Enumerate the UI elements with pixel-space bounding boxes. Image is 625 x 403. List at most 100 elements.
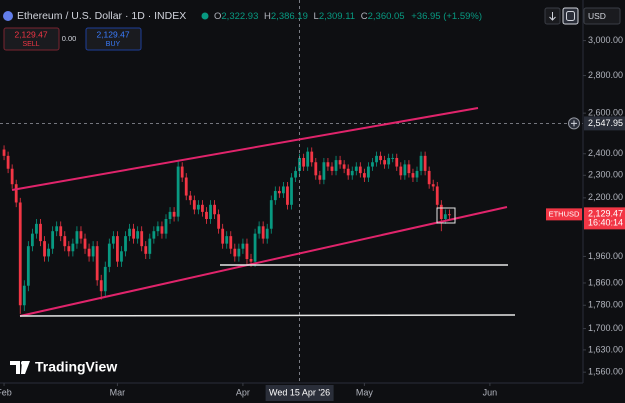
candle-body — [237, 248, 241, 257]
candle-body — [51, 231, 55, 249]
last-price-box — [584, 207, 625, 230]
candle-body — [87, 248, 91, 257]
candle-body — [427, 170, 431, 185]
buy-button[interactable] — [85, 27, 142, 51]
refresh-button[interactable] — [562, 7, 579, 25]
candle-body — [273, 190, 277, 201]
candle-body — [387, 157, 391, 165]
candle-body — [10, 168, 14, 185]
candle-body — [371, 162, 374, 167]
x-tick-label: Apr — [236, 387, 250, 397]
sell-price: 2,129.47 — [14, 29, 47, 39]
candle-body — [286, 186, 289, 205]
candle-body — [140, 231, 144, 247]
sell-button[interactable] — [3, 27, 60, 51]
candle-body — [75, 231, 79, 244]
y-tick-label: 2,200.00 — [588, 192, 623, 202]
candle-body — [26, 246, 30, 286]
candle-body — [330, 166, 334, 171]
y-tick-label: 1,780.00 — [588, 300, 623, 310]
candle-body — [160, 226, 164, 234]
candle-body — [156, 226, 160, 232]
candle-body — [91, 246, 95, 257]
candle-body — [379, 155, 382, 161]
candle-body — [43, 241, 46, 257]
last-price-symbol: ETHUSD — [549, 209, 580, 218]
candle-body — [354, 166, 358, 171]
channel-upper — [11, 107, 479, 191]
candle-body — [18, 202, 22, 306]
candle-body — [55, 226, 59, 232]
candle-body — [205, 211, 208, 220]
candle-body — [83, 238, 87, 249]
candle-body — [269, 200, 273, 229]
candle-body — [423, 155, 427, 171]
candle-body — [358, 166, 362, 174]
x-tick-label: May — [356, 387, 374, 397]
spread: 0.00 — [62, 34, 77, 43]
y-tick-label: 2,300.00 — [588, 170, 623, 180]
y-tick-label: 1,700.00 — [588, 323, 623, 333]
candle-body — [342, 164, 346, 169]
candle-body — [367, 166, 370, 178]
candle-body — [95, 246, 99, 281]
candle-body — [35, 223, 38, 234]
sell-label: SELL — [22, 41, 39, 48]
candle-body — [334, 160, 338, 171]
candle-body — [209, 204, 212, 220]
ohlc-key: L — [314, 11, 319, 22]
currency-select[interactable] — [583, 7, 621, 25]
candle-body — [14, 184, 18, 203]
candle-body — [59, 226, 63, 237]
candle-body — [435, 186, 439, 205]
ohlc-value: 2,309.11 — [319, 11, 355, 22]
candle-body — [39, 223, 42, 242]
candle-body — [261, 226, 265, 239]
y-tick-label: 1,860.00 — [588, 277, 623, 287]
candle-body — [257, 226, 261, 234]
candle-body — [144, 246, 148, 254]
candle-body — [229, 236, 233, 249]
candle-body — [375, 155, 378, 163]
crosshair-price: 2,547.95 — [588, 118, 623, 128]
currency: USD — [588, 11, 606, 21]
candle-body — [184, 177, 188, 196]
candle-body — [67, 246, 71, 252]
candle-body — [407, 164, 411, 174]
ohlc: O2,322.93 H2,386.19 L2,309.11 C2,360.05 … — [214, 11, 482, 22]
candle-body — [253, 233, 257, 262]
candle-body — [306, 151, 310, 167]
candle-body — [415, 170, 419, 178]
candle-body — [443, 214, 447, 220]
candle-body — [107, 243, 111, 267]
x-tick-label: Feb — [0, 387, 12, 397]
change: +36.95 (+1.59%) — [411, 11, 482, 22]
y-tick-label: 1,560.00 — [588, 367, 623, 377]
market-status — [201, 12, 209, 20]
y-tick-label: 2,400.00 — [588, 148, 623, 158]
ohlc-key: C — [361, 11, 368, 22]
y-tick-label: 2,600.00 — [588, 108, 623, 118]
channel-lower — [19, 206, 508, 317]
candle-body — [103, 266, 107, 292]
candle-body — [403, 164, 407, 176]
candle-body — [225, 236, 229, 244]
candle-body — [99, 280, 103, 292]
logo-dot — [21, 361, 25, 365]
logo-icon — [10, 361, 30, 374]
symbol-icon — [3, 11, 13, 21]
candle-body — [290, 177, 293, 205]
support-line — [19, 314, 516, 317]
candle-body — [192, 200, 196, 210]
ohlc-value: 2,360.05 — [368, 11, 405, 22]
ohlc-value: 2,386.19 — [271, 11, 308, 22]
candle-body — [277, 190, 281, 194]
ohlc-value: 2,322.93 — [221, 11, 258, 22]
candle-body — [241, 243, 245, 249]
candle-body — [221, 228, 225, 244]
logo-text: TradingView — [35, 359, 117, 375]
candle-body — [176, 166, 180, 217]
y-tick-label: 3,000.00 — [588, 35, 623, 45]
candle-body — [188, 195, 192, 201]
